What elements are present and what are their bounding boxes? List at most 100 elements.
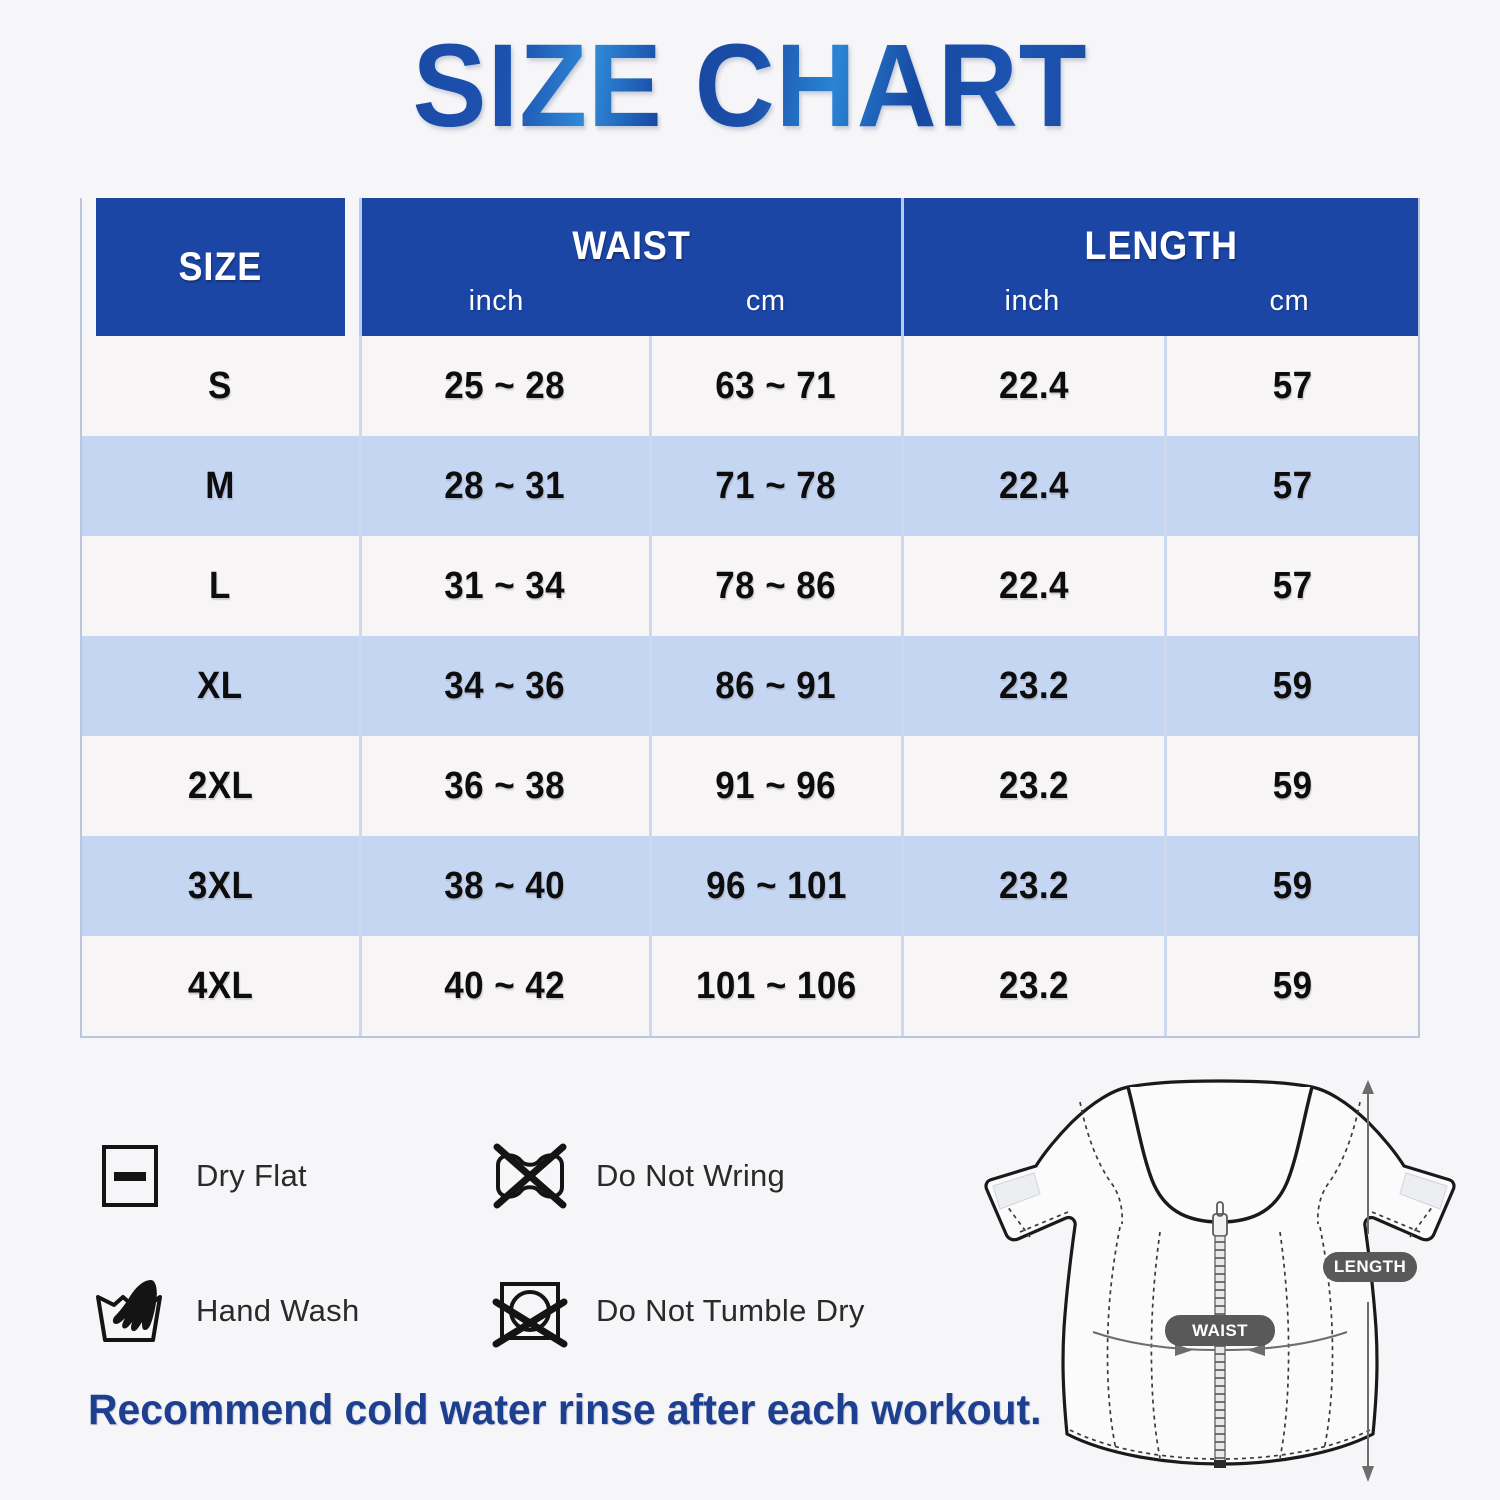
- cell-waist-cm-text: 101 ~ 106: [695, 964, 857, 1007]
- cell-length-inch: 23.2: [902, 936, 1167, 1036]
- cell-waist-inch-text: 40 ~ 42: [444, 964, 566, 1007]
- cell-length-cm-text: 59: [1272, 964, 1313, 1007]
- cell-waist-cm-text: 71 ~ 78: [715, 464, 837, 507]
- column-header-waist-label: WAIST: [571, 224, 691, 268]
- cell-waist-inch: 40 ~ 42: [360, 936, 652, 1036]
- cell-length-cm: 59: [1165, 736, 1418, 836]
- table-body: S 25 ~ 28 63 ~ 71 22.4 57 M 28 ~ 31 71 ~…: [82, 336, 1418, 1036]
- length-arrow-head-down: [1362, 1466, 1374, 1482]
- cell-waist-cm-text: 86 ~ 91: [715, 664, 837, 707]
- cell-waist-inch-text: 36 ~ 38: [444, 764, 566, 807]
- table-header: SIZE WAIST inch cm LENGTH inch cm: [82, 198, 1418, 336]
- cell-waist-inch: 25 ~ 28: [360, 336, 652, 436]
- garment-seam-lines: [1003, 1101, 1437, 1460]
- do-not-wring-icon: [490, 1136, 570, 1216]
- cell-length-cm: 59: [1165, 836, 1418, 936]
- cell-size: S: [82, 336, 362, 436]
- cell-length-inch: 22.4: [902, 336, 1167, 436]
- cell-size-text: 2XL: [187, 764, 253, 807]
- cell-size-text: 4XL: [187, 964, 253, 1007]
- cell-length-inch: 22.4: [902, 536, 1167, 636]
- cell-waist-inch: 31 ~ 34: [360, 536, 652, 636]
- column-header-length-label: LENGTH: [1084, 224, 1238, 268]
- hand-wash-icon: [90, 1271, 170, 1351]
- cell-length-cm-text: 57: [1272, 564, 1313, 607]
- cell-waist-cm: 96 ~ 101: [650, 836, 904, 936]
- cell-length-cm: 57: [1165, 436, 1418, 536]
- cell-size: 4XL: [82, 936, 362, 1036]
- cell-length-inch: 23.2: [902, 736, 1167, 836]
- waist-arrow-head-left: [1247, 1344, 1265, 1356]
- column-header-length: LENGTH inch cm: [902, 198, 1418, 336]
- do-not-tumble-dry-icon: [490, 1271, 570, 1351]
- cell-waist-cm: 91 ~ 96: [650, 736, 904, 836]
- cell-size: L: [82, 536, 362, 636]
- cell-size-text: S: [208, 364, 233, 407]
- care-label-dry-flat: Dry Flat: [196, 1157, 307, 1193]
- cell-size: 3XL: [82, 836, 362, 936]
- cell-length-inch-text: 22.4: [998, 364, 1069, 407]
- column-header-size: SIZE: [95, 198, 348, 336]
- column-header-length-subs: inch cm: [904, 285, 1419, 318]
- column-header-size-label: SIZE: [178, 244, 263, 289]
- column-subheader-waist-inch: inch: [468, 285, 524, 317]
- care-item-do-not-tumble-dry: Do Not Tumble Dry: [490, 1243, 990, 1378]
- care-label-hand-wash: Hand Wash: [196, 1292, 360, 1328]
- cell-waist-cm: 78 ~ 86: [650, 536, 904, 636]
- dry-flat-icon: [90, 1136, 170, 1216]
- cell-waist-inch-text: 31 ~ 34: [444, 564, 566, 607]
- care-instructions: Dry Flat Do Not Wring Hand Wash: [90, 1108, 990, 1378]
- length-badge-label: LENGTH: [1334, 1257, 1406, 1276]
- waist-badge: WAIST: [1165, 1315, 1275, 1346]
- table-row: S 25 ~ 28 63 ~ 71 22.4 57: [82, 336, 1418, 436]
- care-item-do-not-wring: Do Not Wring: [490, 1108, 990, 1243]
- cell-length-inch-text: 22.4: [998, 464, 1069, 507]
- garment-cuff-bands: [992, 1172, 1448, 1210]
- column-subheader-length-cm: cm: [1269, 285, 1310, 317]
- cell-length-inch-text: 23.2: [998, 864, 1069, 907]
- column-subheader-length-inch: inch: [1004, 285, 1060, 317]
- column-header-waist-subs: inch cm: [362, 285, 901, 318]
- cell-length-inch-text: 23.2: [998, 964, 1069, 1007]
- cell-waist-inch-text: 34 ~ 36: [444, 664, 566, 707]
- care-item-hand-wash: Hand Wash: [90, 1243, 490, 1378]
- table-row: 4XL 40 ~ 42 101 ~ 106 23.2 59: [82, 936, 1418, 1036]
- care-label-do-not-wring: Do Not Wring: [596, 1157, 786, 1193]
- table-row: XL 34 ~ 36 86 ~ 91 23.2 59: [82, 636, 1418, 736]
- cell-length-cm-text: 57: [1272, 364, 1313, 407]
- cell-size-text: XL: [197, 664, 244, 707]
- table-row: 3XL 38 ~ 40 96 ~ 101 23.2 59: [82, 836, 1418, 936]
- cell-size: M: [82, 436, 362, 536]
- cell-waist-inch: 38 ~ 40: [360, 836, 652, 936]
- size-table: SIZE WAIST inch cm LENGTH inch cm: [82, 198, 1418, 1036]
- cell-waist-cm-text: 78 ~ 86: [715, 564, 837, 607]
- waist-measure-arrow: [1092, 1331, 1348, 1351]
- cell-waist-cm: 63 ~ 71: [650, 336, 904, 436]
- cell-length-cm: 59: [1165, 936, 1418, 1036]
- waist-arrow-head-right: [1175, 1344, 1193, 1356]
- length-arrow-head-up: [1362, 1080, 1374, 1094]
- cell-size-text: L: [209, 564, 232, 607]
- waist-badge-label: WAIST: [1192, 1321, 1248, 1340]
- cell-length-cm: 59: [1165, 636, 1418, 736]
- cell-length-inch-text: 23.2: [998, 764, 1069, 807]
- size-table-container: SIZE WAIST inch cm LENGTH inch cm: [80, 198, 1420, 1038]
- column-header-waist: WAIST inch cm: [360, 198, 904, 336]
- length-badge: LENGTH: [1323, 1252, 1417, 1282]
- recommendation-note: Recommend cold water rinse after each wo…: [88, 1386, 1042, 1434]
- cell-length-cm: 57: [1165, 336, 1418, 436]
- cell-size-text: M: [205, 464, 236, 507]
- page-title: SIZE CHART: [0, 18, 1500, 154]
- cell-length-inch-text: 22.4: [998, 564, 1069, 607]
- cell-waist-inch: 34 ~ 36: [360, 636, 652, 736]
- cell-length-inch: 23.2: [902, 836, 1167, 936]
- cell-waist-inch: 28 ~ 31: [360, 436, 652, 536]
- cell-waist-cm: 101 ~ 106: [650, 936, 904, 1036]
- care-label-do-not-tumble-dry: Do Not Tumble Dry: [596, 1292, 865, 1328]
- cell-waist-cm-text: 91 ~ 96: [715, 764, 837, 807]
- cell-waist-inch-text: 28 ~ 31: [444, 464, 566, 507]
- cell-length-inch-text: 23.2: [998, 664, 1069, 707]
- cell-waist-inch-text: 38 ~ 40: [444, 864, 566, 907]
- cell-size-text: 3XL: [187, 864, 253, 907]
